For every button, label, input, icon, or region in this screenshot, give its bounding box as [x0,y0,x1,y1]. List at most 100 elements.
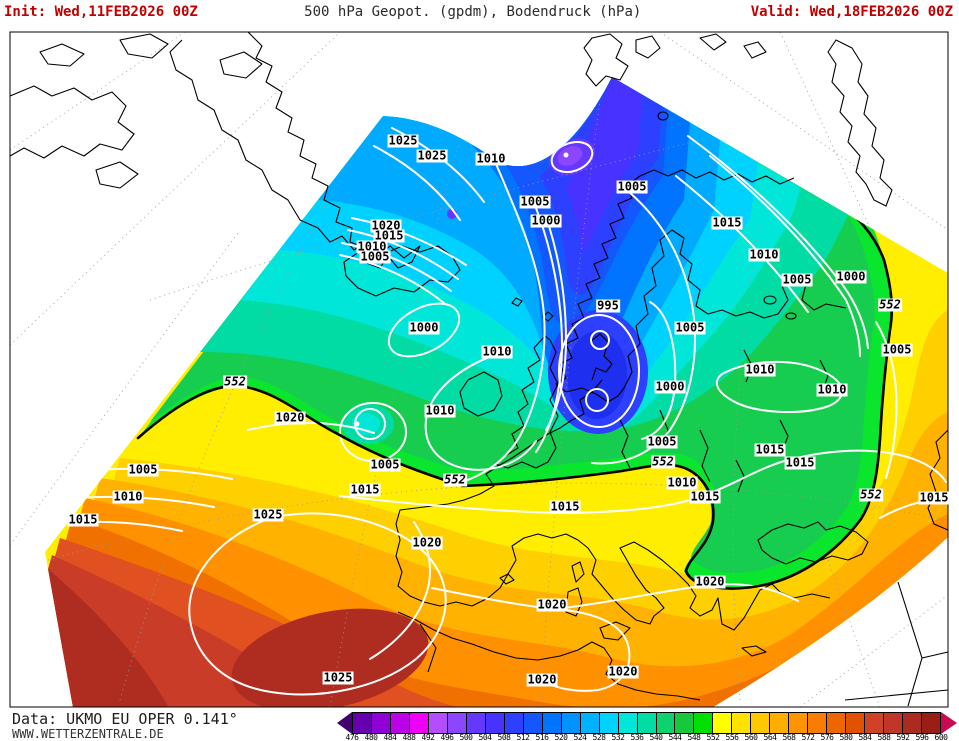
contour-label-1010: 1010 [356,239,388,254]
colorbar-tick: 480 [364,733,378,741]
colorbar-tick: 536 [630,733,644,741]
colorbar-segment [409,713,429,733]
contour-label-1010: 1010 [481,344,513,359]
colorbar-segment [504,713,524,733]
colorbar-segment [371,713,391,733]
contour-label-1005: 1005 [674,320,706,335]
contour-label-552: 552 [223,374,247,389]
contour-label-1025: 1025 [387,133,419,148]
contour-label-1015: 1015 [373,228,405,243]
colorbar-tick: 592 [896,733,910,741]
page-title: 500 hPa Geopot. (gpdm), Bodendruck (hPa) [304,4,642,20]
colorbar-tick: 548 [687,733,701,741]
colorbar-segment [751,713,771,733]
contour-label-1015: 1015 [689,489,721,504]
colorbar-tick: 564 [763,733,777,741]
data-source-label: Data: UKMO EU OPER 0.141° [12,710,238,728]
contour-label-552: 552 [443,472,467,487]
contour-label-552: 552 [859,487,883,502]
colorbar-tick: 560 [744,733,758,741]
contour-label-1020: 1020 [526,672,558,687]
colorbar-segment [447,713,467,733]
colorbar-segment [542,713,562,733]
colorbar-segment [713,713,733,733]
colorbar-left-arrow [337,712,352,734]
colorbar-segment [808,713,828,733]
contour-label-1005: 1005 [881,342,913,357]
contour-label-1015: 1015 [754,442,786,457]
contour-label-1010: 1010 [744,362,776,377]
colorbar-right-arrow [941,712,957,734]
coastlines [9,31,949,707]
contour-label-1000: 1000 [408,320,440,335]
contour-label-1010: 1010 [666,475,698,490]
colorbar-segment [922,713,941,733]
colorbar-tick: 540 [649,733,663,741]
contour-label-1015: 1015 [918,490,950,505]
colorbar-tick: 568 [782,733,796,741]
colorbar-tick: 496 [440,733,454,741]
colorbar-segment [789,713,809,733]
colorbar-segment [618,713,638,733]
contour-label-1025: 1025 [322,670,354,685]
colorbar-tick: 552 [706,733,720,741]
colorbar-tick: 576 [820,733,834,741]
contour-label-1025: 1025 [252,507,284,522]
colorbar-tick: 524 [573,733,587,741]
colorbar-segment [675,713,695,733]
colorbar-tick: 572 [801,733,815,741]
colorbar-tick: 584 [858,733,872,741]
colorbar-tick: 600 [934,733,948,741]
contour-label-1010: 1010 [424,403,456,418]
contour-label-1005: 1005 [519,194,551,209]
contour-label-1010: 1010 [475,151,507,166]
colorbar-tick: 500 [459,733,473,741]
colorbar-tick: 588 [877,733,891,741]
contour-label-1020: 1020 [274,410,306,425]
colorbar-segment [656,713,676,733]
contour-label-1015: 1015 [67,512,99,527]
colorbar-segment [580,713,600,733]
colorbar-tick: 528 [592,733,606,741]
contour-label-1010: 1010 [748,247,780,262]
contour-label-1020: 1020 [607,664,639,679]
colorbar-segment [523,713,543,733]
colorbar-tick: 516 [535,733,549,741]
colorbar-segment [770,713,790,733]
colorbar-tick: 508 [497,733,511,741]
colorbar-tick: 484 [383,733,397,741]
contour-label-1015: 1015 [784,455,816,470]
colorbar-segment [827,713,847,733]
colorbar-segment [353,713,372,733]
colorbar-segment [390,713,410,733]
color-scale-bar: 476 480 484 488 492 496 500 504 508 512 516 520 524 5… [337,712,959,741]
colorbar-segment [865,713,885,733]
colorbar-tick: 544 [668,733,682,741]
contour-label-1000: 1000 [530,213,562,228]
colorbar-tick: 520 [554,733,568,741]
contour-label-1005: 1005 [369,457,401,472]
contour-label-1000: 1000 [654,379,686,394]
contour-label-1010: 1010 [816,382,848,397]
colorbar-segment [466,713,486,733]
colorbar-tick: 492 [421,733,435,741]
contour-label-1010: 1010 [112,489,144,504]
colorbar-segment [694,713,714,733]
init-time-label: Init: Wed,11FEB2026 00Z [4,4,198,20]
contour-label-552: 552 [651,454,675,469]
colorbar-segment [428,713,448,733]
contour-label-1005: 1005 [616,179,648,194]
colorbar-tick: 504 [478,733,492,741]
contour-label-1025: 1025 [416,148,448,163]
colorbar-tick: 512 [516,733,530,741]
contour-label-1005: 1005 [646,434,678,449]
contour-label-995: 995 [596,298,620,313]
colorbar-tick: 476 [345,733,359,741]
contour-label-1015: 1015 [711,215,743,230]
contour-label-1000: 1000 [835,269,867,284]
colorbar-segment [485,713,505,733]
contour-label-1005: 1005 [359,249,391,264]
colorbar-tick: 488 [402,733,416,741]
colorbar-segment [732,713,752,733]
